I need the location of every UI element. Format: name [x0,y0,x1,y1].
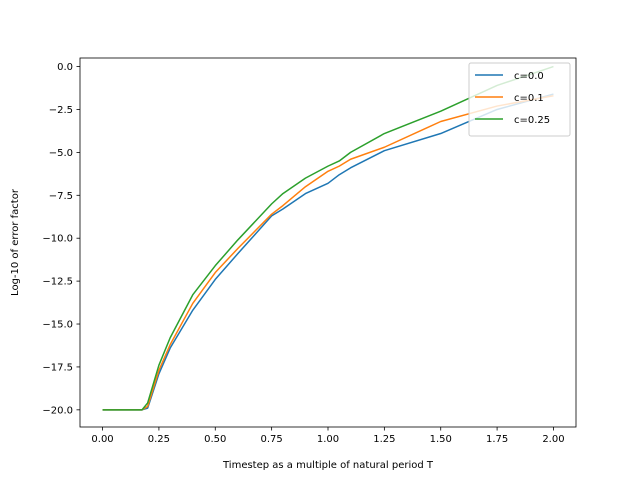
legend-box [468,62,571,137]
y-tick-label: −7.5 [49,191,73,202]
series-layer [102,65,554,411]
x-tick-label: 0.00 [91,434,113,445]
x-tick-label: 1.00 [317,434,339,445]
x-tick-label: 1.75 [486,434,508,445]
x-tick-label: 0.75 [261,434,283,445]
x-tick-label: 0.25 [148,434,170,445]
x-axis-ticks: 0.00 0.25 0.50 0.75 1.00 1.25 1.50 1.75 2.00 [91,427,565,445]
y-tick-label: 0.0 [57,62,73,73]
y-tick-label: −17.5 [42,362,73,373]
y-tick-label: −2.5 [49,105,73,116]
x-axis-label: Timestep as a multiple of natural period… [222,460,434,471]
legend-label-2: c=0.25 [514,115,550,126]
x-tick-label: 0.50 [204,434,226,445]
series-line-1 [102,95,554,411]
x-tick-label: 1.50 [430,434,452,445]
series-line-2 [102,65,554,411]
y-axis-ticks: 0.0 −2.5 −5.0 −7.5 −10.0 −12.5 −15.0 −17.5 −20.0 [42,62,80,416]
y-axis-label: Log-10 of error factor [10,188,21,296]
legend-label-1: c=0.1 [514,93,544,104]
y-tick-label: −5.0 [49,148,73,159]
legend: c=0.0 c=0.1 c=0.25 [468,62,571,137]
y-tick-label: −12.5 [42,277,73,288]
legend-label-0: c=0.0 [514,71,544,82]
series-line-0 [102,93,554,411]
x-tick-label: 2.00 [542,434,564,445]
y-tick-label: −10.0 [42,234,73,245]
y-tick-label: −20.0 [42,405,73,416]
x-tick-label: 1.25 [373,434,395,445]
y-tick-label: −15.0 [42,320,73,331]
